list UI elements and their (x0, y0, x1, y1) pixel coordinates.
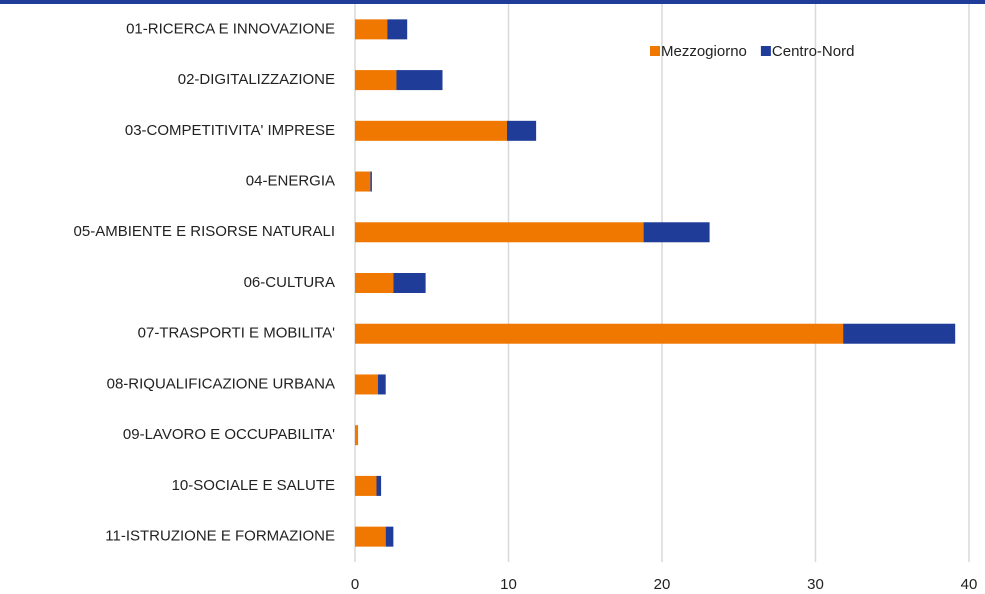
bar-segment (355, 19, 388, 40)
legend-label: Centro-Nord (772, 43, 855, 60)
bar-segment (355, 374, 379, 395)
bar-segment (355, 222, 644, 243)
x-tick-label: 0 (351, 576, 359, 593)
y-tick-label: 11-ISTRUZIONE E FORMAZIONE (105, 528, 335, 545)
legend-label: Mezzogiorno (661, 43, 747, 60)
bar-segment (355, 323, 844, 344)
y-tick-label: 05-AMBIENTE E RISORSE NATURALI (74, 223, 335, 240)
bar-segment (506, 120, 537, 141)
x-tick-label: 20 (654, 576, 671, 593)
y-tick-label: 04-ENERGIA (246, 173, 335, 190)
bar-segment (385, 526, 394, 547)
bar-segment (355, 120, 507, 141)
x-tick-label: 30 (807, 576, 824, 593)
bar-segment (387, 19, 408, 40)
y-tick-label: 10-SOCIALE E SALUTE (172, 477, 335, 494)
x-tick-label: 40 (961, 576, 978, 593)
bar-segment (643, 222, 710, 243)
y-tick-label: 03-COMPETITIVITA' IMPRESE (125, 122, 335, 139)
y-tick-label: 02-DIGITALIZZAZIONE (178, 71, 335, 88)
y-tick-label: 08-RIQUALIFICAZIONE URBANA (107, 375, 335, 392)
bar-segment (378, 374, 386, 395)
y-tick-label: 06-CULTURA (244, 274, 335, 291)
bar-segment (355, 425, 359, 446)
bar-segment (376, 475, 382, 496)
y-tick-label: 01-RICERCA E INNOVAZIONE (126, 20, 335, 37)
bar-segment (370, 171, 372, 192)
y-tick-label: 09-LAVORO E OCCUPABILITA' (123, 426, 335, 443)
top-border (0, 0, 985, 4)
legend-swatch (760, 46, 771, 56)
bar-segment (396, 70, 443, 91)
bar-segment (843, 323, 956, 344)
bar-segment (355, 70, 397, 91)
bar-segment (393, 273, 426, 293)
bar-segment (355, 475, 377, 496)
x-tick-label: 10 (500, 576, 517, 593)
y-tick-label: 07-TRASPORTI E MOBILITA' (138, 325, 335, 342)
bar-segment (355, 171, 371, 192)
bar-segment (355, 526, 386, 547)
bar-segment (355, 273, 394, 293)
legend-swatch (650, 46, 660, 56)
